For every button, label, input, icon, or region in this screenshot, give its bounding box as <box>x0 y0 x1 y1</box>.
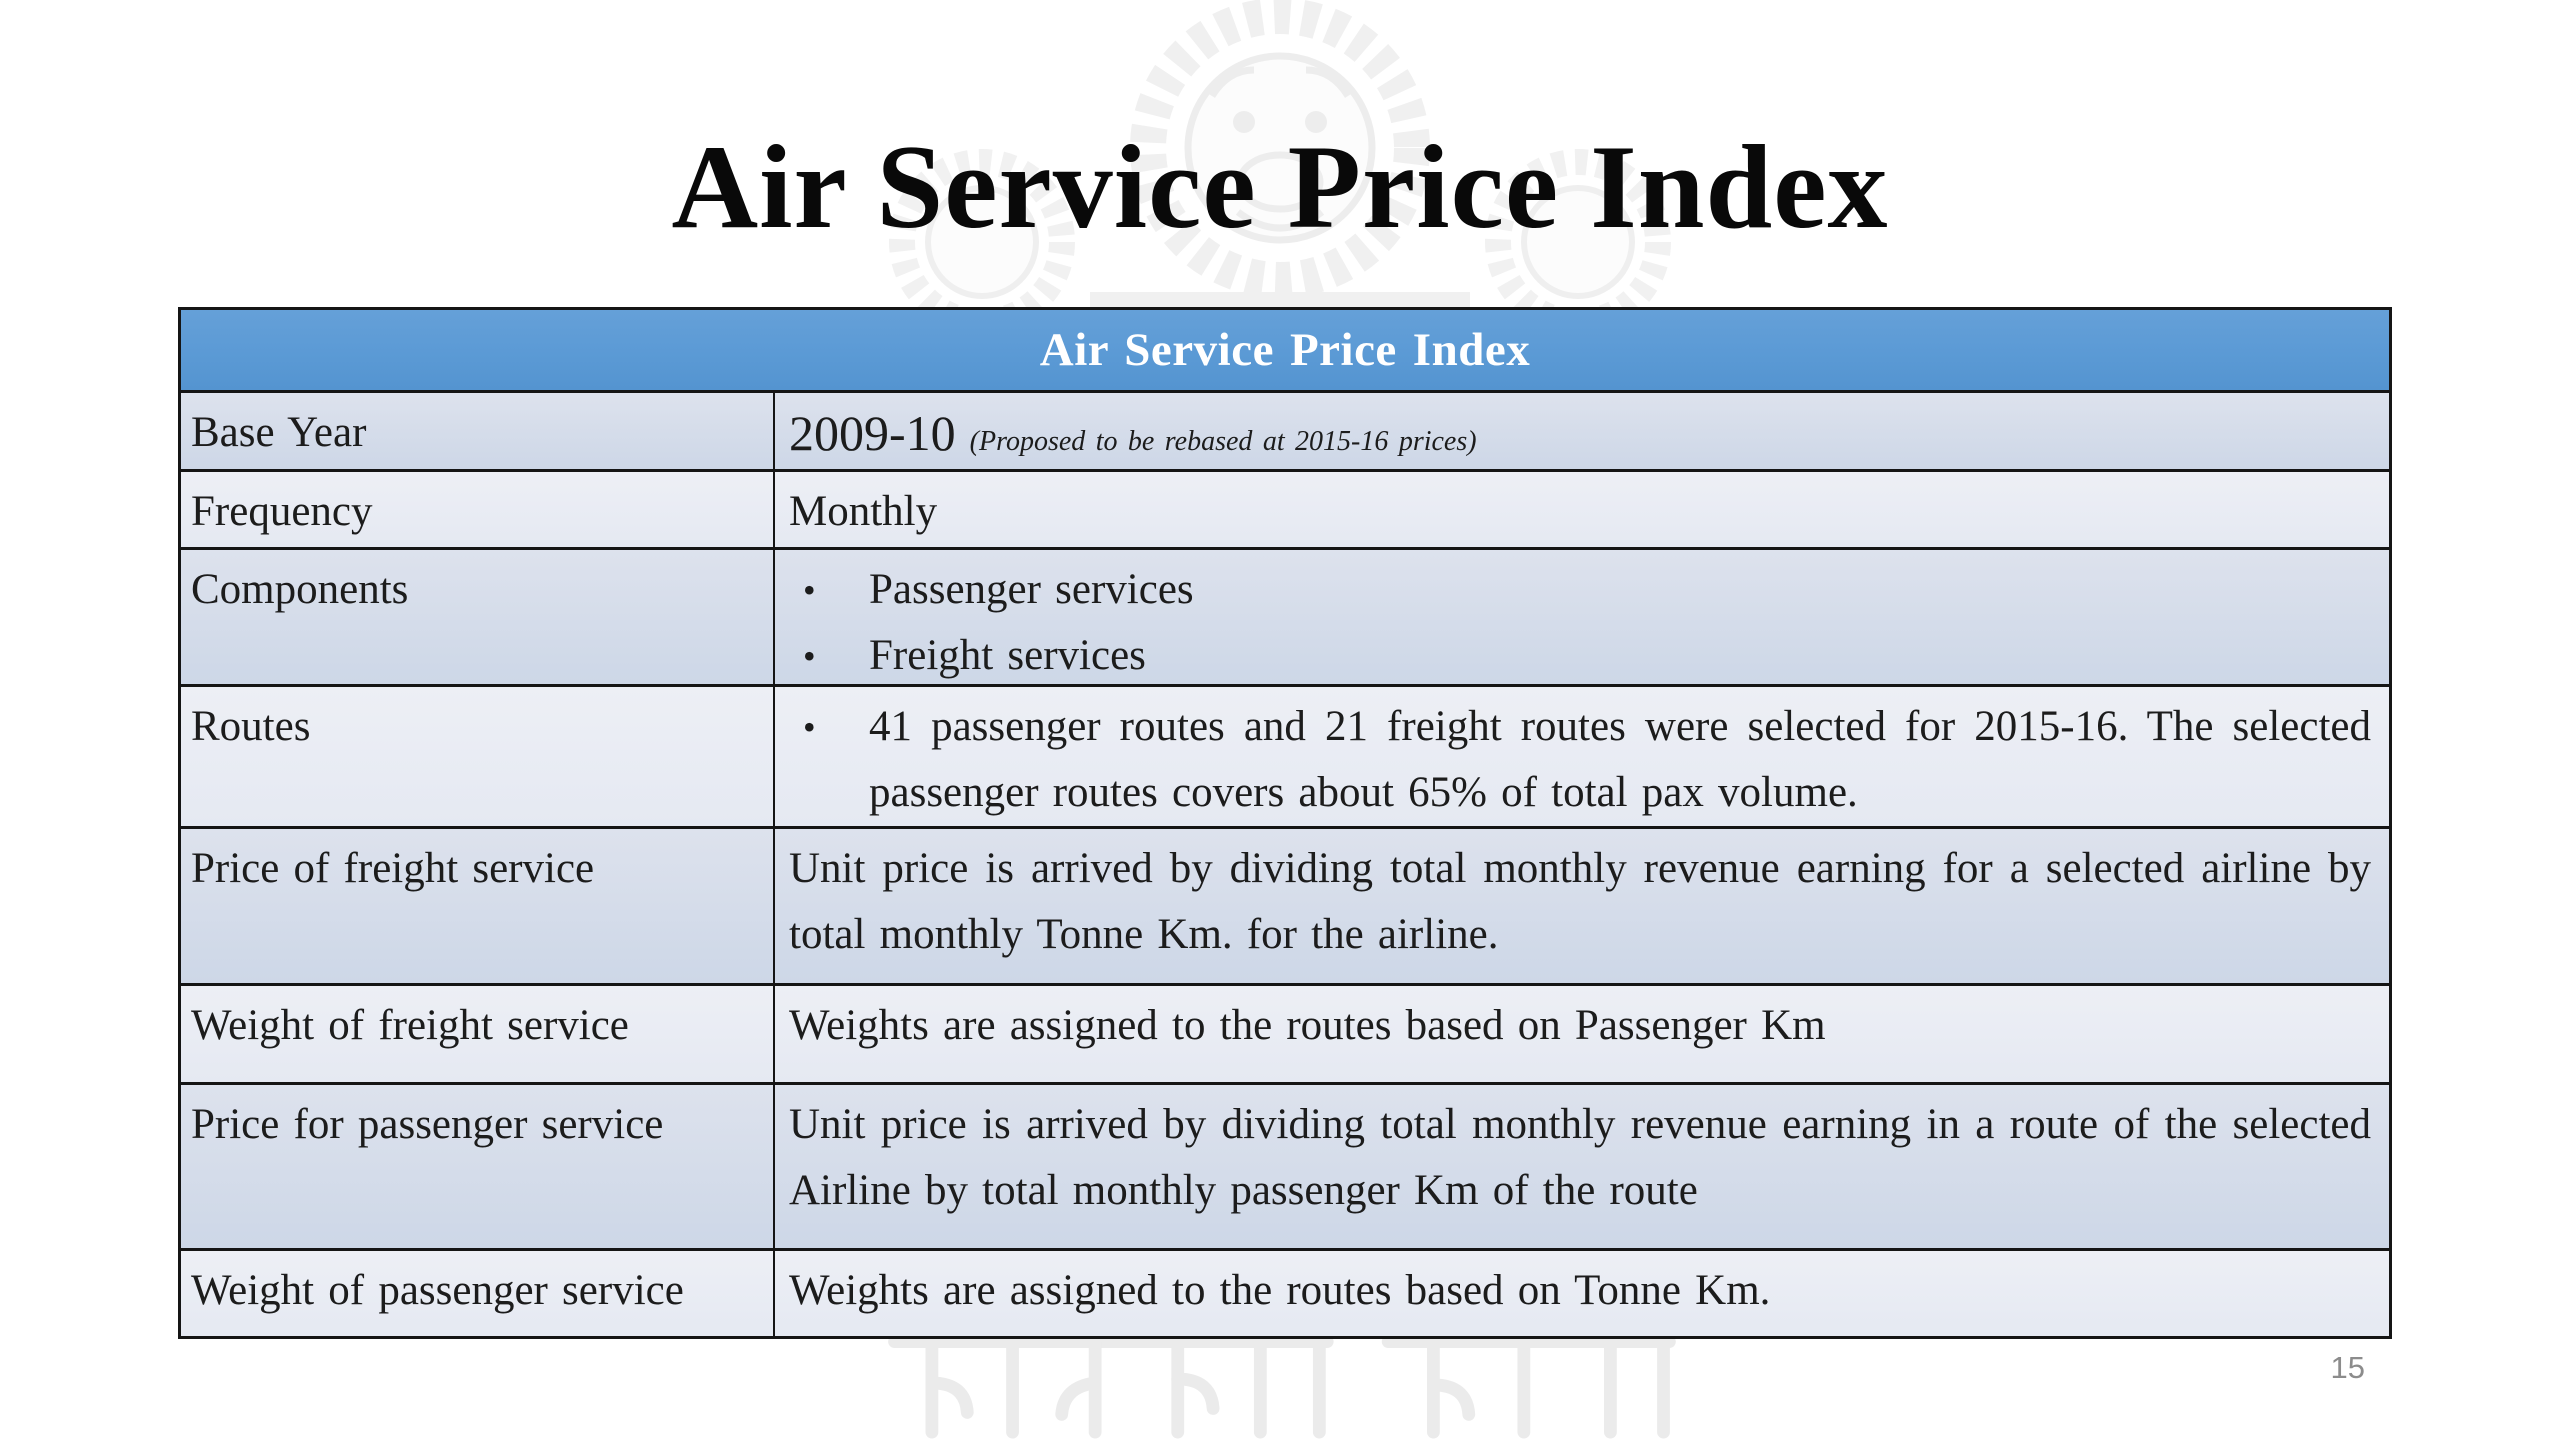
row-label: Weight of freight service <box>181 986 775 1082</box>
row-label: Frequency <box>181 472 775 547</box>
page-number: 15 <box>2330 1350 2365 1385</box>
row-content: Weights are assigned to the routes based… <box>775 986 2389 1082</box>
row-content: 2009-10 (Proposed to be rebased at 2015-1… <box>775 393 2389 475</box>
bullet-item: • 41 passenger routes and 21 freight rou… <box>789 694 2371 826</box>
row-content: Monthly <box>775 472 2389 547</box>
bullet-icon: • <box>803 570 816 610</box>
cell-text: Weights are assigned to the routes based… <box>789 1002 1826 1049</box>
row-label: Price for passenger service <box>181 1085 775 1248</box>
cell-text: Weights are assigned to the routes based… <box>789 1267 1771 1314</box>
air-service-price-index-table: Air Service Price Index Base Year 2009-1… <box>178 307 2392 1339</box>
table-row-base-year: Base Year 2009-10 (Proposed to be rebased… <box>181 393 2389 475</box>
row-content: Unit price is arrived by dividing total … <box>775 1085 2389 1248</box>
bullet-icon: • <box>803 636 816 676</box>
table-row-routes: Routes • 41 passenger routes and 21 frei… <box>181 684 2389 826</box>
table-header: Air Service Price Index <box>181 310 2389 393</box>
row-content: • Passenger services • Freight services <box>775 550 2389 689</box>
page-title: Air Service Price Index <box>671 120 1889 253</box>
bullet-icon: • <box>803 707 816 747</box>
cell-text: Unit price is arrived by dividing total … <box>789 845 2371 958</box>
base-year-value: 2009-10 <box>789 405 956 461</box>
bullet-item: • Freight services <box>789 623 2371 689</box>
table-row-weight-of-passenger-service: Weight of passenger service Weights are … <box>181 1248 2389 1336</box>
bullet-text: Freight services <box>869 632 1146 679</box>
row-label: Base Year <box>181 393 775 475</box>
row-label: Routes <box>181 687 775 826</box>
table-row-components: Components • Passenger services • Freigh… <box>181 547 2389 689</box>
row-content: Unit price is arrived by dividing total … <box>775 829 2389 983</box>
table-row-price-of-freight-service: Price of freight service Unit price is a… <box>181 826 2389 983</box>
row-content: Weights are assigned to the routes based… <box>775 1251 2389 1336</box>
table-row-frequency: Frequency Monthly <box>181 469 2389 547</box>
row-label: Price of freight service <box>181 829 775 983</box>
ashoka-emblem-watermark-icon <box>889 0 1671 320</box>
base-year-note: (Proposed to be rebased at 2015-16 price… <box>969 426 1477 457</box>
table-row-weight-of-freight-service: Weight of freight service Weights are as… <box>181 983 2389 1082</box>
row-label: Weight of passenger service <box>181 1251 775 1336</box>
satyameva-jayate-watermark <box>888 1322 1676 1439</box>
cell-text: Unit price is arrived by dividing total … <box>789 1101 2371 1214</box>
bullet-text: 41 passenger routes and 21 freight route… <box>869 703 2371 816</box>
bullet-text: Passenger services <box>869 566 1194 613</box>
cell-text: Monthly <box>789 488 938 535</box>
bullet-item: • Passenger services <box>789 557 2371 623</box>
row-content: • 41 passenger routes and 21 freight rou… <box>775 687 2389 826</box>
row-label: Components <box>181 550 775 689</box>
table-row-price-for-passenger-service: Price for passenger service Unit price i… <box>181 1082 2389 1248</box>
